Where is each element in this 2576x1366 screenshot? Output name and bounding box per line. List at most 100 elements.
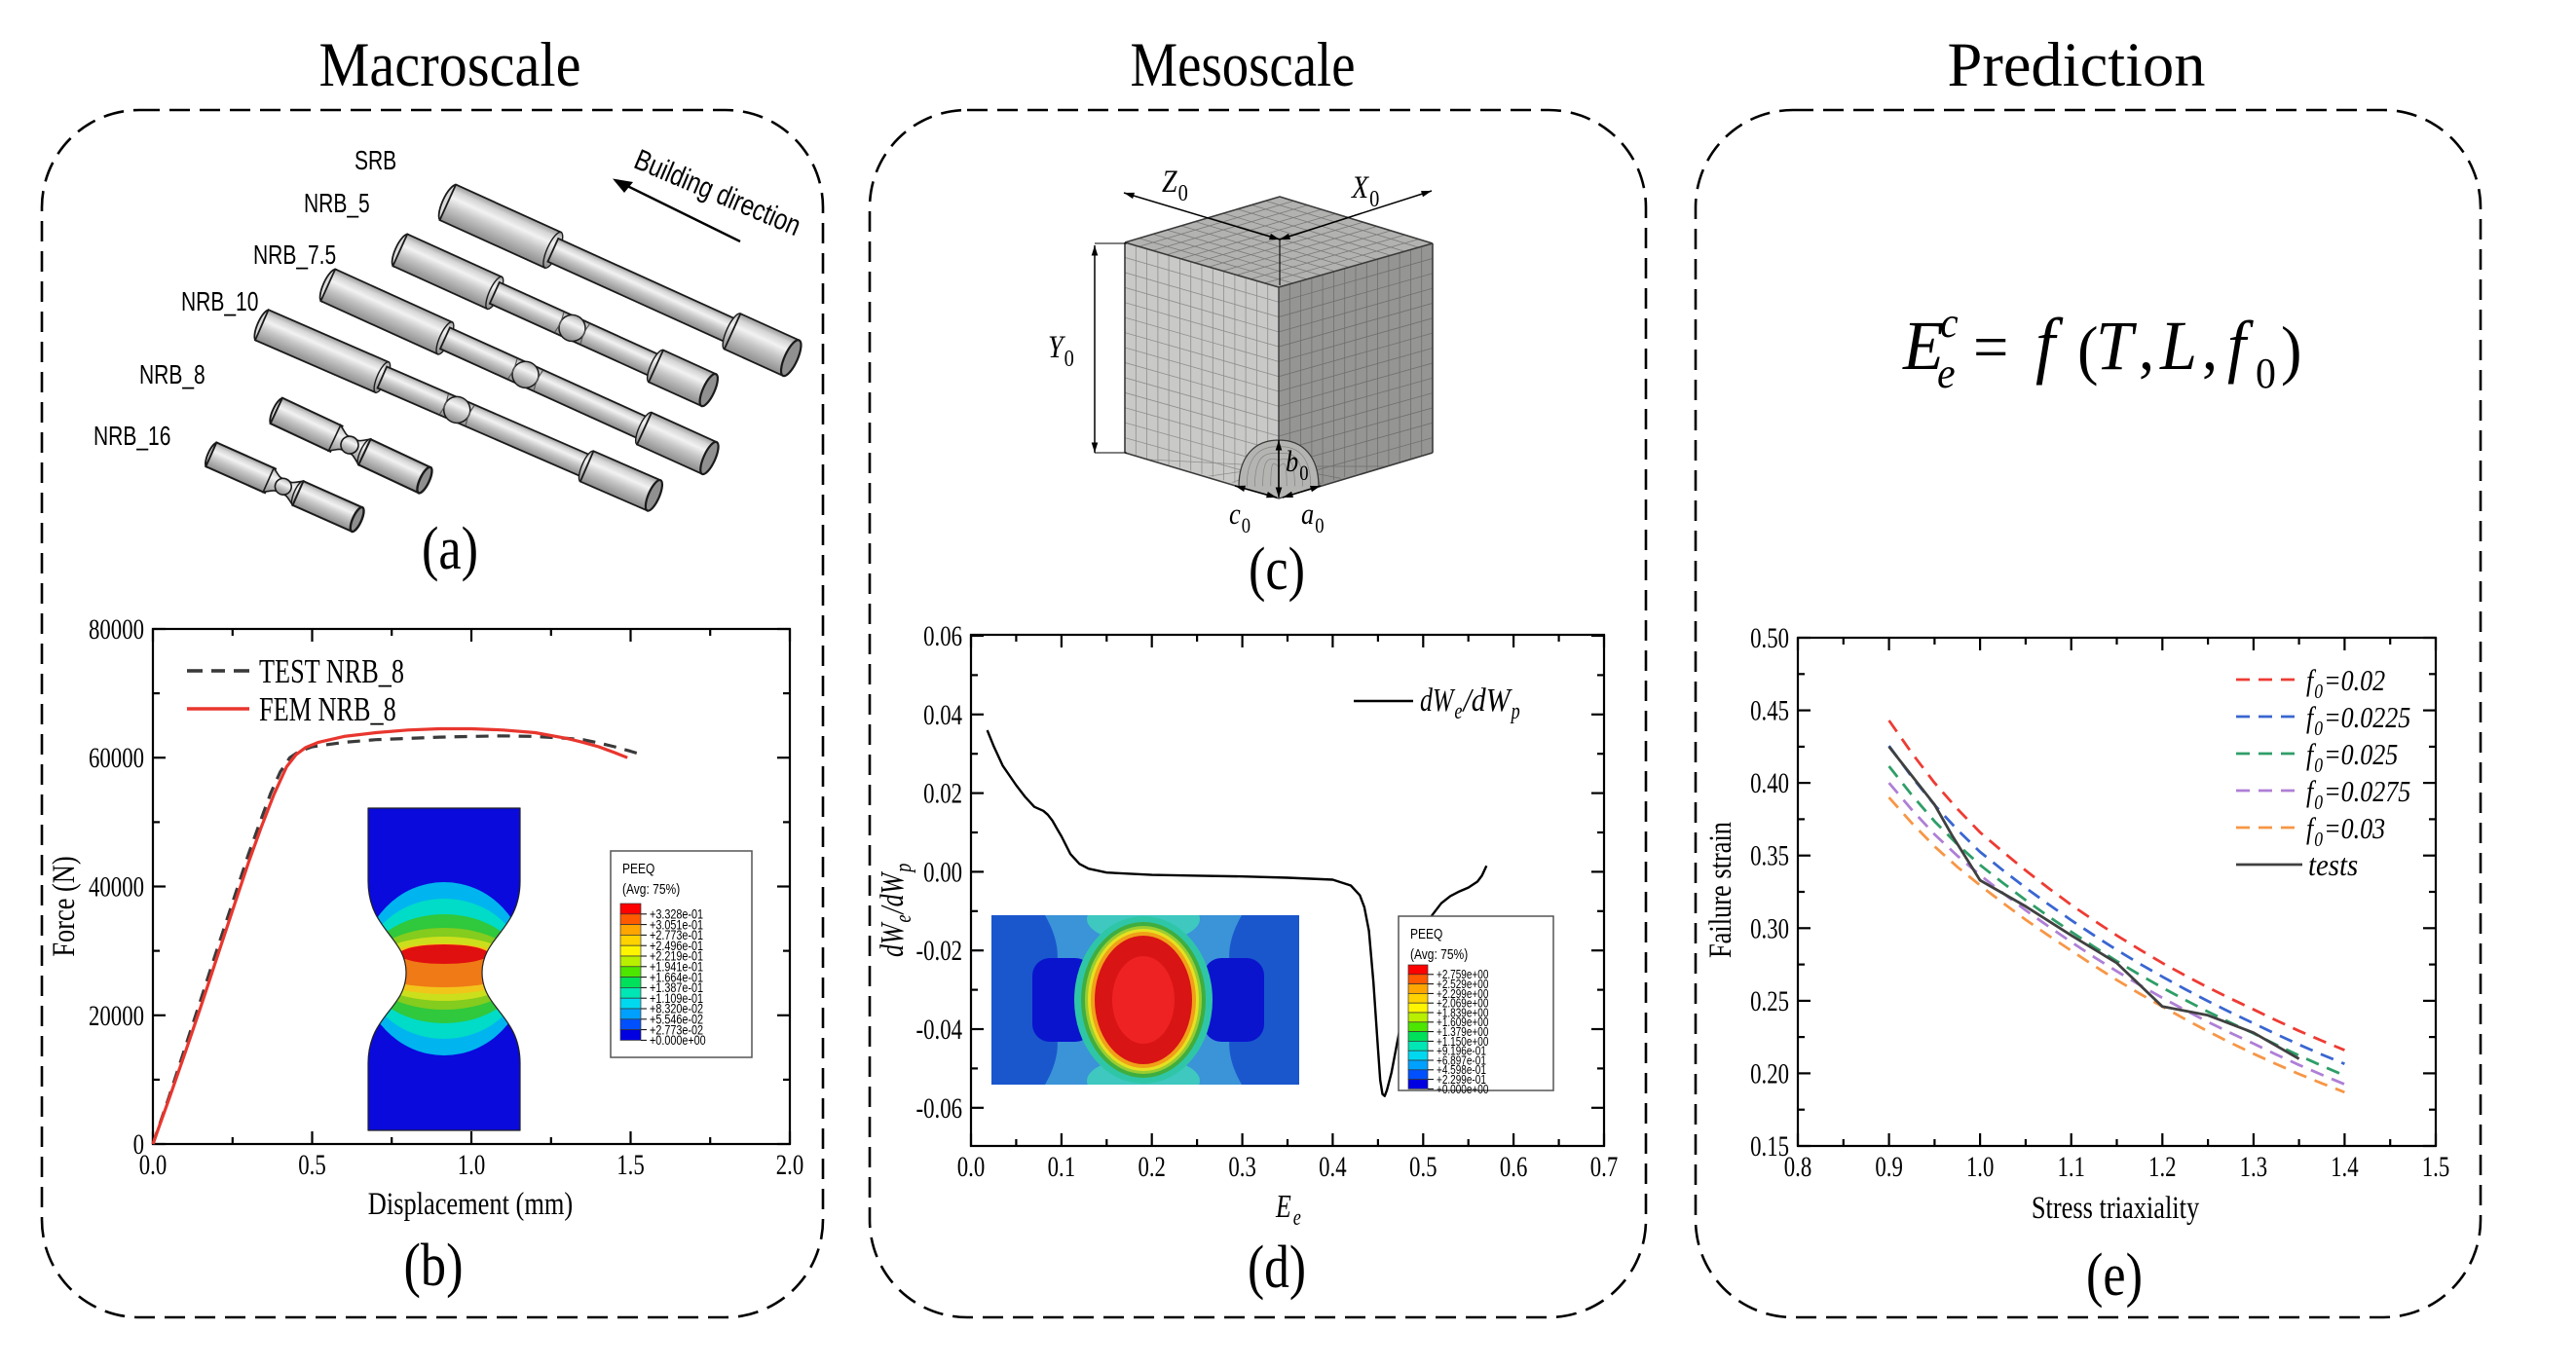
svg-text:0: 0 (2314, 754, 2323, 777)
svg-text:0.6: 0.6 (1500, 1151, 1528, 1183)
svg-text:1.3: 1.3 (2240, 1151, 2268, 1183)
svg-text:dW: dW (1420, 683, 1455, 719)
svg-text:0.40: 0.40 (1750, 767, 1789, 799)
svg-text:1.1: 1.1 (2057, 1151, 2085, 1183)
svg-text:dW: dW (875, 922, 911, 957)
svg-text:+1.839e+00: +1.839e+00 (1437, 1006, 1488, 1019)
svg-text:+5.546e-02: +5.546e-02 (650, 1013, 703, 1027)
svg-text:NRB_16: NRB_16 (93, 421, 170, 451)
svg-text:e: e (891, 914, 916, 922)
svg-text:0.35: 0.35 (1750, 840, 1789, 872)
svg-text:,: , (2139, 310, 2154, 384)
svg-text:0.0: 0.0 (139, 1149, 168, 1181)
svg-text:/dW: /dW (875, 871, 911, 915)
svg-text:FEM NRB_8: FEM NRB_8 (259, 690, 396, 728)
svg-text:0.45: 0.45 (1750, 695, 1789, 727)
svg-text:1.0: 1.0 (458, 1149, 486, 1181)
svg-text:1.5: 1.5 (616, 1149, 645, 1181)
svg-text:0.7: 0.7 (1590, 1151, 1619, 1183)
svg-text:Y: Y (1048, 330, 1066, 365)
svg-text:+1.664e-01: +1.664e-01 (650, 970, 703, 984)
svg-text:+2.529e+00: +2.529e+00 (1437, 978, 1488, 991)
svg-text:(c): (c) (1249, 536, 1305, 603)
svg-text:(a): (a) (422, 516, 478, 582)
svg-text:1.4: 1.4 (2331, 1151, 2359, 1183)
svg-text:NRB_10: NRB_10 (181, 286, 258, 316)
svg-text:1.2: 1.2 (2148, 1151, 2177, 1183)
svg-text:+0.000e+00: +0.000e+00 (1437, 1083, 1488, 1096)
svg-text:+8.320e-02: +8.320e-02 (650, 1002, 703, 1016)
svg-text:f: f (2306, 737, 2317, 771)
svg-text:=0.0275: =0.0275 (2324, 774, 2410, 808)
svg-text:0: 0 (1369, 187, 1379, 212)
svg-text:L: L (2159, 307, 2197, 385)
svg-text:f: f (2306, 663, 2317, 697)
svg-text:+3.051e-01: +3.051e-01 (650, 917, 703, 932)
svg-text:Mesoscale: Mesoscale (1131, 30, 1356, 100)
svg-text:-0.02: -0.02 (916, 935, 963, 967)
svg-text:Macroscale: Macroscale (319, 30, 581, 100)
svg-text:-0.04: -0.04 (916, 1014, 963, 1046)
svg-text:TEST NRB_8: TEST NRB_8 (259, 652, 404, 690)
svg-text:0: 0 (1299, 461, 1308, 485)
svg-text:E: E (1902, 307, 1944, 385)
svg-text:0.06: 0.06 (923, 620, 962, 652)
svg-text:+1.941e-01: +1.941e-01 (650, 960, 703, 975)
svg-text:0: 0 (1315, 513, 1324, 537)
svg-text:0.02: 0.02 (923, 778, 962, 810)
svg-text:=0.0225: =0.0225 (2324, 700, 2410, 734)
svg-text:e: e (1454, 699, 1462, 724)
svg-text:1.0: 1.0 (1966, 1151, 1995, 1183)
svg-text:0: 0 (2314, 791, 2323, 814)
svg-text:,: , (2202, 310, 2218, 384)
svg-text:E: E (1275, 1189, 1291, 1225)
svg-text:80000: 80000 (89, 613, 144, 646)
svg-text:+2.299e-01: +2.299e-01 (1437, 1073, 1486, 1087)
svg-text:PEEQ: PEEQ (1410, 926, 1442, 942)
svg-text:f: f (2306, 774, 2317, 808)
svg-text:0.00: 0.00 (923, 856, 962, 888)
svg-text:+4.598e-01: +4.598e-01 (1437, 1063, 1486, 1077)
svg-text:+1.150e+00: +1.150e+00 (1437, 1035, 1488, 1049)
svg-text:p: p (1510, 699, 1520, 724)
svg-text:60000: 60000 (89, 742, 144, 774)
svg-text:+1.609e+00: +1.609e+00 (1437, 1015, 1488, 1029)
svg-text:0.0: 0.0 (957, 1151, 986, 1183)
svg-text:+1.379e+00: +1.379e+00 (1437, 1025, 1488, 1039)
svg-text:f: f (2306, 700, 2317, 734)
svg-text:a: a (1301, 497, 1314, 531)
svg-text:e: e (1937, 350, 1956, 397)
svg-text:40000: 40000 (89, 871, 144, 904)
svg-text:+2.219e-01: +2.219e-01 (650, 949, 703, 964)
svg-text:=0.03: =0.03 (2324, 811, 2385, 845)
svg-text:1.5: 1.5 (2422, 1151, 2450, 1183)
svg-text:T: T (2096, 307, 2138, 385)
svg-text:+2.496e-01: +2.496e-01 (650, 939, 703, 953)
svg-text:f: f (2306, 811, 2317, 845)
svg-text:0.25: 0.25 (1750, 985, 1789, 1017)
svg-text:): ) (2281, 313, 2302, 387)
svg-text:Force (N): Force (N) (47, 856, 82, 956)
svg-text:=: = (1973, 310, 2008, 384)
svg-text:Failure strain: Failure strain (1703, 822, 1738, 958)
svg-text:Displacement (mm): Displacement (mm) (368, 1187, 573, 1222)
svg-text:+0.000e+00: +0.000e+00 (650, 1033, 706, 1048)
svg-text:(Avg: 75%): (Avg: 75%) (622, 881, 680, 898)
svg-text:(Avg: 75%): (Avg: 75%) (1410, 946, 1468, 963)
svg-text:+2.759e+00: +2.759e+00 (1437, 968, 1488, 981)
svg-text:Stress triaxiality: Stress triaxiality (2032, 1191, 2200, 1226)
svg-text:NRB_7.5: NRB_7.5 (253, 240, 336, 270)
svg-text:0.15: 0.15 (1750, 1130, 1789, 1163)
svg-text:0.30: 0.30 (1750, 912, 1789, 944)
svg-text:(e): (e) (2086, 1242, 2143, 1309)
svg-text:0.04: 0.04 (923, 699, 962, 731)
svg-text:SRB: SRB (355, 145, 396, 175)
svg-text:+3.328e-01: +3.328e-01 (650, 907, 703, 922)
svg-text:0.2: 0.2 (1138, 1151, 1166, 1183)
svg-text:0: 0 (2314, 828, 2323, 851)
svg-text:0: 0 (1178, 181, 1188, 206)
svg-text:0.9: 0.9 (1875, 1151, 1903, 1183)
svg-text:+2.299e+00: +2.299e+00 (1437, 987, 1488, 1001)
svg-text:0: 0 (1242, 513, 1251, 537)
svg-text:2.0: 2.0 (776, 1149, 804, 1181)
